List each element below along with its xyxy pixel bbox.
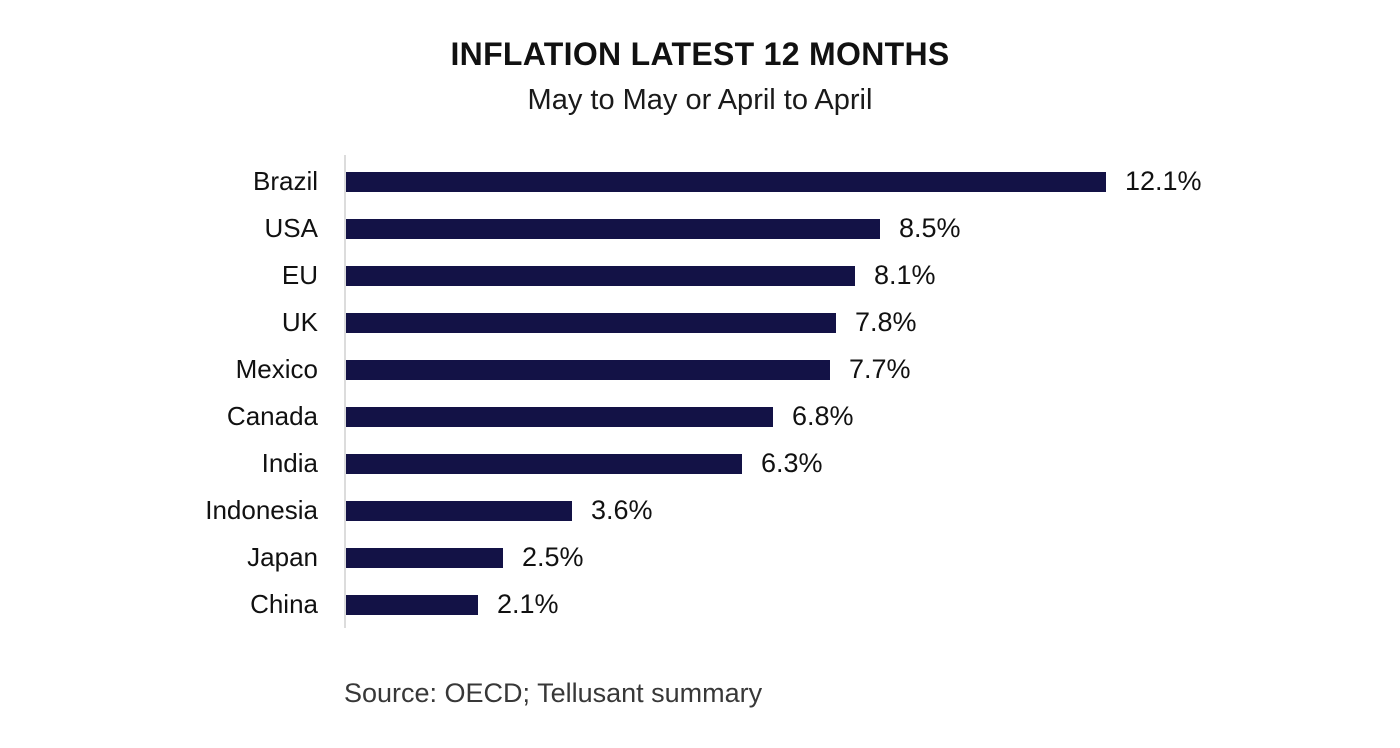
category-label: China [250, 589, 318, 619]
bar [346, 218, 880, 239]
bar-row: India 6.3% [0, 440, 1400, 487]
chart-subtitle: May to May or April to April [527, 84, 873, 116]
bar [346, 594, 478, 615]
category-label: Canada [226, 401, 318, 431]
value-label: 12.1% [1125, 166, 1202, 196]
value-label: 8.5% [899, 213, 961, 243]
bar [346, 171, 1106, 192]
bar-track: 12.1% [346, 166, 1202, 197]
bar-row: China 2.1% [0, 581, 1400, 628]
bar-row: EU 8.1% [0, 252, 1400, 299]
value-label: 7.8% [855, 307, 917, 337]
bar-row: USA 8.5% [0, 205, 1400, 252]
source-note: Source: OECD; Tellusant summary [344, 678, 763, 708]
category-label: Indonesia [205, 495, 318, 525]
bar-row: Canada 6.8% [0, 393, 1400, 440]
value-label: 2.5% [522, 542, 584, 572]
bar [346, 406, 773, 427]
value-label: 3.6% [591, 495, 653, 525]
bar-track: 6.3% [346, 448, 823, 479]
bar-track: 8.1% [346, 260, 936, 291]
category-label: Japan [247, 542, 318, 572]
bar-track: 7.7% [346, 354, 911, 385]
bar-row: Indonesia 3.6% [0, 487, 1400, 534]
bar [346, 453, 742, 474]
category-label: India [261, 448, 318, 478]
bar-track: 2.5% [346, 542, 584, 573]
bar-track: 7.8% [346, 307, 917, 338]
bar-track: 6.8% [346, 401, 854, 432]
y-axis-line [344, 155, 346, 628]
bar [346, 547, 503, 568]
bar-row: Japan 2.5% [0, 534, 1400, 581]
chart-title: INFLATION LATEST 12 MONTHS [450, 36, 950, 72]
bar-row: Mexico 7.7% [0, 346, 1400, 393]
bar-row: UK 7.8% [0, 299, 1400, 346]
bar [346, 312, 836, 333]
bar [346, 500, 572, 521]
value-label: 7.7% [849, 354, 911, 384]
bar-track: 3.6% [346, 495, 653, 526]
bar-track: 8.5% [346, 213, 961, 244]
value-label: 6.3% [761, 448, 823, 478]
category-label: USA [264, 213, 318, 243]
value-label: 6.8% [792, 401, 854, 431]
bar-chart: Brazil 12.1% USA 8.5% EU 8.1% UK 7.8% Mexico 7.7%… [0, 158, 1400, 628]
category-label: EU [281, 260, 318, 290]
category-label: UK [281, 307, 318, 337]
bar-row: Brazil 12.1% [0, 158, 1400, 205]
bar [346, 359, 830, 380]
bar [346, 265, 855, 286]
value-label: 8.1% [874, 260, 936, 290]
value-label: 2.1% [497, 589, 559, 619]
bar-track: 2.1% [346, 589, 559, 620]
category-label: Brazil [252, 166, 318, 196]
category-label: Mexico [235, 354, 318, 384]
